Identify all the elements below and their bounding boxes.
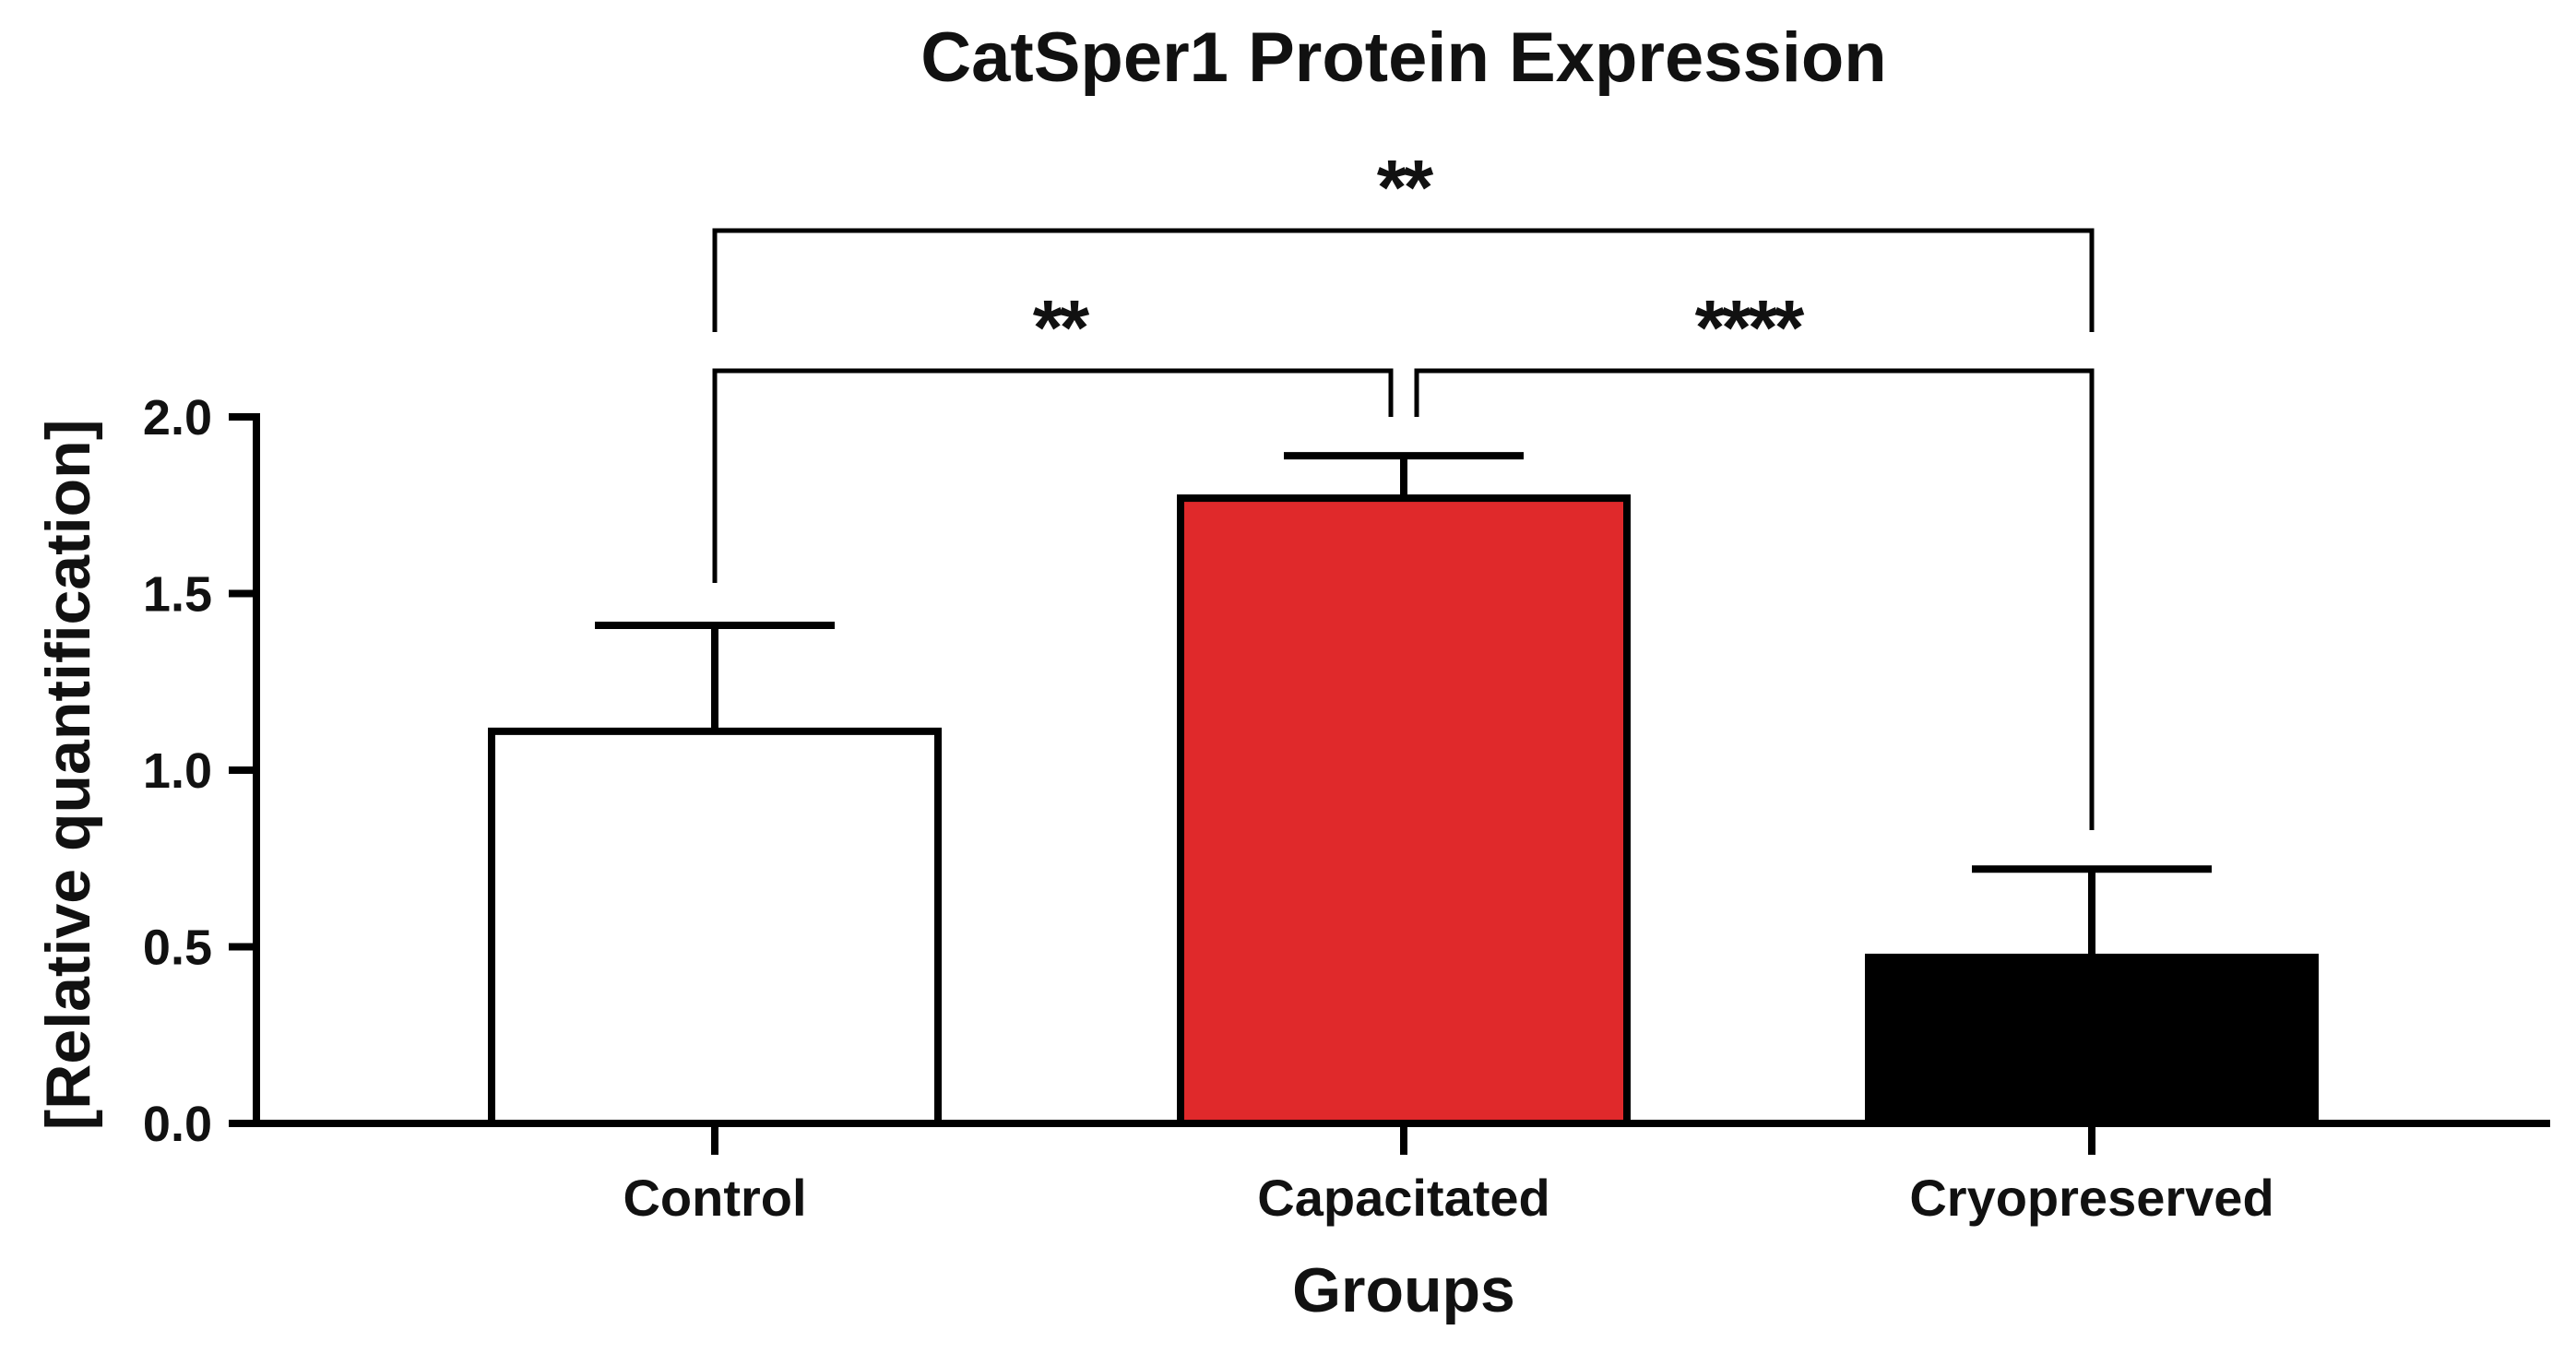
bar-control <box>488 727 942 1127</box>
x-tick-label-cryopreserved: Cryopreserved <box>1909 1169 2273 1227</box>
x-axis-label: Groups <box>1292 1255 1515 1325</box>
significance-label: **** <box>1695 284 1805 371</box>
chart-title: CatSper1 Protein Expression <box>920 18 1886 97</box>
significance-bracket <box>712 228 2095 332</box>
y-tick-label: 0.5 <box>143 920 212 976</box>
plot-area: 0.0 0.5 1.0 1.5 2.0 Control Capacitated Cryopre… <box>143 144 2550 1227</box>
significance-label: ** <box>1033 284 1090 371</box>
x-tick-label-capacitated: Capacitated <box>1257 1169 1549 1227</box>
y-tick-label: 0.0 <box>143 1097 212 1152</box>
y-tick-label: 2.0 <box>143 390 212 445</box>
significance-label: ** <box>1377 144 1434 231</box>
significance-bracket <box>712 368 1394 583</box>
x-tick-label-control: Control <box>623 1169 806 1227</box>
bar-capacitated <box>1177 494 1631 1127</box>
significance-bracket <box>1414 368 2095 830</box>
y-tick-label: 1.5 <box>143 567 212 623</box>
y-tick-label: 1.0 <box>143 743 212 799</box>
y-axis-label: [Relative quantification] <box>33 420 103 1131</box>
bar-cryopreserved <box>1865 953 2319 1127</box>
